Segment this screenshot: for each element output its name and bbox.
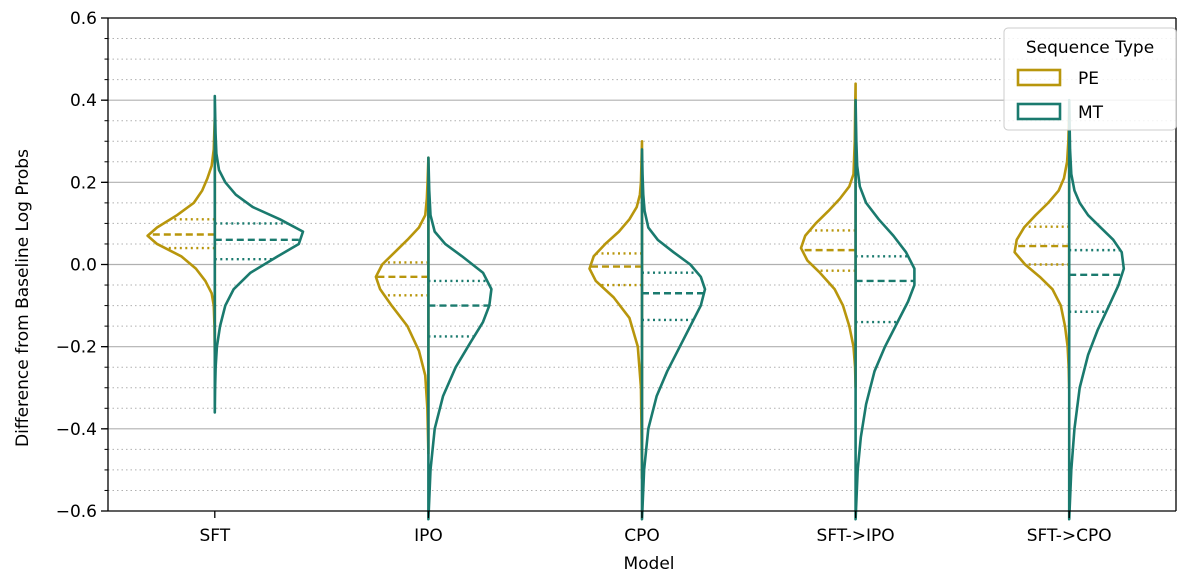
y-tick-label: 0.6 [70, 9, 97, 29]
y-axis-title: Difference from Baseline Log Probs [13, 149, 33, 447]
violin-pe-1 [374, 156, 430, 455]
legend-label-mt: MT [1078, 103, 1104, 123]
x-tick-label: SFT [199, 526, 230, 546]
y-tick-label: 0.0 [70, 256, 97, 276]
x-tick-label: SFT->CPO [1027, 526, 1112, 546]
violin-mt-1 [427, 156, 493, 521]
y-tick-label: −0.2 [56, 338, 97, 358]
y-tick-label: 0.4 [70, 91, 97, 111]
x-tick-label: IPO [414, 526, 443, 546]
y-tick-label: 0.2 [70, 173, 97, 193]
violin-pe-3 [799, 82, 857, 390]
legend-title: Sequence Type [1026, 38, 1154, 58]
violin-mt-0 [213, 94, 305, 414]
x-tick-label: SFT->IPO [817, 526, 895, 546]
legend-label-pe: PE [1078, 69, 1099, 89]
violins [146, 82, 1126, 521]
legend-swatch-mt [1016, 102, 1062, 121]
violin-pe-2 [588, 139, 644, 480]
axes: −0.6 −0.4 −0.2 0.0 0.2 0.4 0.6 SFT IPO CPO SFT->IP… [56, 9, 1177, 546]
violin-mt-3 [854, 98, 916, 521]
y-tick-label: −0.6 [56, 502, 97, 522]
violin-mt-2 [640, 148, 707, 521]
violin-mt-4 [1067, 98, 1126, 521]
x-axis-title: Model [623, 554, 674, 574]
violin-pe-0 [146, 115, 217, 357]
legend-swatch-pe [1016, 68, 1062, 87]
y-tick-label: −0.4 [56, 420, 97, 440]
violin-pe-4 [1013, 107, 1071, 390]
legend: Sequence Type PE MT [1003, 27, 1177, 131]
x-tick-label: CPO [624, 526, 660, 546]
